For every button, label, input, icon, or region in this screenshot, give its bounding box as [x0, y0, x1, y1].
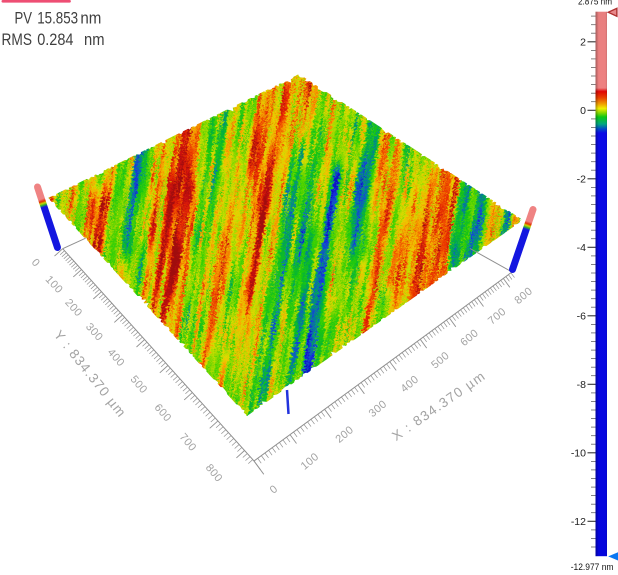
svg-text:300: 300 [367, 398, 390, 420]
svg-text:800: 800 [203, 462, 225, 485]
svg-text:-12.977 nm: -12.977 nm [571, 562, 614, 572]
svg-text:100: 100 [299, 451, 322, 473]
svg-text:0: 0 [29, 257, 42, 270]
svg-text:700: 700 [486, 306, 509, 328]
svg-text:2.875 nm: 2.875 nm [578, 0, 612, 7]
svg-text:0: 0 [580, 105, 586, 117]
svg-text:RMS: RMS [2, 31, 33, 49]
svg-text:600: 600 [152, 402, 174, 425]
svg-text:100: 100 [43, 274, 65, 296]
svg-text:2: 2 [580, 36, 586, 48]
svg-text:700: 700 [177, 431, 199, 454]
svg-text:400: 400 [105, 347, 127, 370]
svg-text:500: 500 [429, 350, 452, 372]
svg-text:PV: PV [15, 10, 33, 28]
svg-text:X : 834.370 µm: X : 834.370 µm [389, 368, 488, 444]
svg-text:600: 600 [458, 327, 481, 349]
svg-text:300: 300 [83, 321, 105, 344]
svg-text:800: 800 [512, 285, 535, 307]
svg-text:-2: -2 [577, 173, 586, 185]
svg-text:500: 500 [128, 374, 150, 397]
svg-text:Y : 834.370 µm: Y : 834.370 µm [51, 327, 129, 420]
svg-text:nm: nm [84, 31, 105, 49]
svg-text:-4: -4 [577, 242, 586, 254]
svg-text:-10: -10 [571, 447, 586, 459]
svg-text:-8: -8 [577, 379, 586, 391]
svg-text:0: 0 [268, 483, 281, 496]
svg-text:0.284: 0.284 [37, 31, 73, 49]
svg-text:-6: -6 [577, 310, 586, 322]
svg-text:15.853: 15.853 [37, 10, 78, 28]
svg-text:-12: -12 [571, 516, 586, 528]
svg-text:nm: nm [80, 10, 101, 28]
svg-text:200: 200 [333, 424, 356, 446]
svg-text:400: 400 [399, 373, 422, 395]
svg-text:200: 200 [62, 297, 84, 320]
